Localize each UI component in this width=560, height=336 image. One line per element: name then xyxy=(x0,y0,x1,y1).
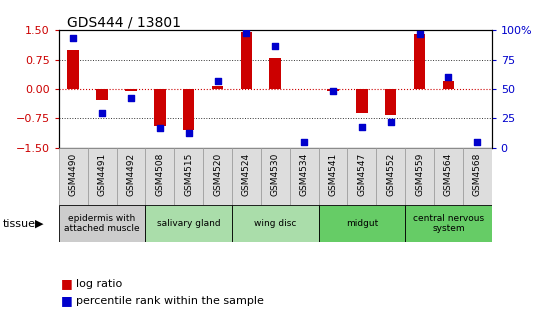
Point xyxy=(271,43,280,48)
Bar xyxy=(414,34,425,89)
Text: GSM4515: GSM4515 xyxy=(184,153,193,196)
Bar xyxy=(88,148,116,205)
Text: GDS444 / 13801: GDS444 / 13801 xyxy=(67,15,181,29)
Bar xyxy=(183,89,194,130)
Bar xyxy=(290,148,319,205)
Point xyxy=(386,119,395,125)
Bar xyxy=(212,86,223,89)
Bar xyxy=(232,148,261,205)
Bar xyxy=(442,81,454,89)
Text: wing disc: wing disc xyxy=(254,219,296,228)
Text: percentile rank within the sample: percentile rank within the sample xyxy=(76,296,264,306)
Text: GSM4564: GSM4564 xyxy=(444,153,453,196)
Bar xyxy=(269,58,281,89)
Text: midgut: midgut xyxy=(346,219,378,228)
Text: GSM4530: GSM4530 xyxy=(270,153,280,196)
Point xyxy=(329,89,338,94)
Point xyxy=(300,139,309,144)
Point xyxy=(473,139,482,144)
Bar xyxy=(67,50,79,89)
Text: central nervous
system: central nervous system xyxy=(413,214,484,233)
Bar xyxy=(154,89,166,126)
Text: tissue: tissue xyxy=(3,219,36,228)
Text: ■: ■ xyxy=(60,294,72,307)
Text: GSM4490: GSM4490 xyxy=(69,153,78,196)
Bar xyxy=(146,205,232,242)
Point xyxy=(444,75,453,80)
Bar xyxy=(347,148,376,205)
Point xyxy=(213,78,222,84)
Point xyxy=(97,110,106,115)
Text: GSM4520: GSM4520 xyxy=(213,153,222,196)
Bar xyxy=(174,148,203,205)
Bar xyxy=(203,148,232,205)
Bar xyxy=(356,89,367,113)
Text: log ratio: log ratio xyxy=(76,279,123,289)
Bar xyxy=(319,205,405,242)
Text: GSM4547: GSM4547 xyxy=(357,153,366,196)
Point xyxy=(155,125,164,130)
Text: GSM4534: GSM4534 xyxy=(300,153,309,196)
Bar xyxy=(376,148,405,205)
Bar xyxy=(405,148,434,205)
Bar xyxy=(327,89,339,91)
Point xyxy=(357,124,366,129)
Bar xyxy=(319,148,347,205)
Bar xyxy=(96,89,108,100)
Point xyxy=(184,130,193,135)
Bar xyxy=(59,205,146,242)
Bar xyxy=(116,148,146,205)
Text: salivary gland: salivary gland xyxy=(157,219,221,228)
Bar xyxy=(146,148,174,205)
Text: GSM4508: GSM4508 xyxy=(155,153,164,196)
Bar xyxy=(125,89,137,91)
Bar xyxy=(434,148,463,205)
Bar xyxy=(232,205,319,242)
Bar xyxy=(385,89,396,115)
Point xyxy=(127,96,136,101)
Text: GSM4492: GSM4492 xyxy=(127,153,136,196)
Text: GSM4491: GSM4491 xyxy=(97,153,106,196)
Bar xyxy=(59,148,88,205)
Text: epidermis with
attached muscle: epidermis with attached muscle xyxy=(64,214,140,233)
Text: ■: ■ xyxy=(60,278,72,290)
Bar xyxy=(241,32,252,89)
Text: GSM4524: GSM4524 xyxy=(242,153,251,196)
Text: ▶: ▶ xyxy=(35,219,43,228)
Point xyxy=(242,30,251,35)
Bar xyxy=(261,148,290,205)
Bar xyxy=(405,205,492,242)
Text: GSM4568: GSM4568 xyxy=(473,153,482,196)
Point xyxy=(415,31,424,37)
Point xyxy=(69,36,78,41)
Text: GSM4559: GSM4559 xyxy=(415,153,424,196)
Text: GSM4541: GSM4541 xyxy=(329,153,338,196)
Text: GSM4552: GSM4552 xyxy=(386,153,395,196)
Bar xyxy=(463,148,492,205)
